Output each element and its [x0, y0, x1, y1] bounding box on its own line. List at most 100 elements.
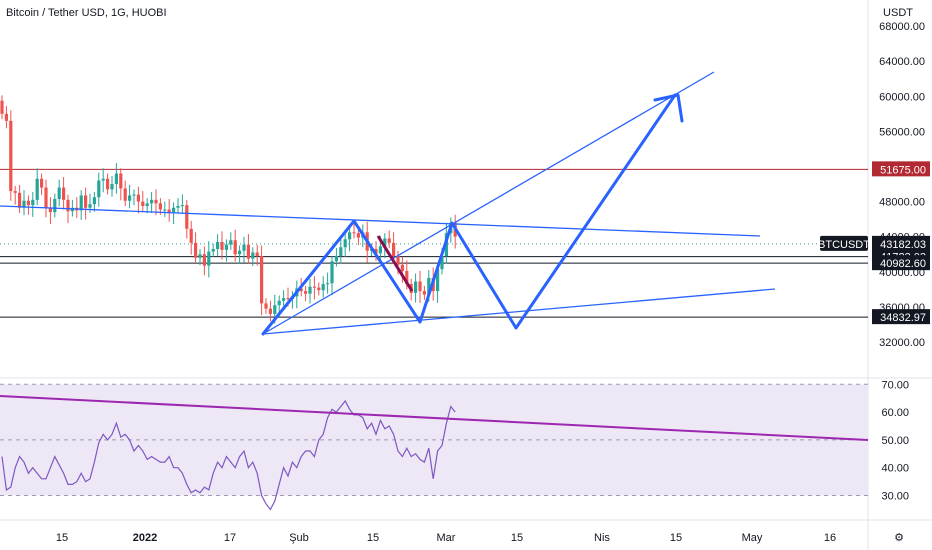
candle-body — [224, 244, 228, 250]
candle-body — [229, 240, 233, 245]
candle-body — [440, 256, 444, 270]
candle-body — [9, 120, 13, 192]
candle-body — [246, 244, 250, 259]
time-tick-label: 15 — [670, 532, 682, 544]
time-tick-label: 15 — [56, 532, 68, 544]
candle-body — [136, 194, 140, 202]
candle-body — [326, 283, 330, 285]
candle-body — [119, 173, 123, 189]
settings-icon: ⚙ — [894, 532, 904, 544]
symbol-tag-bg — [820, 235, 868, 251]
rsi-tick-label: 70.00 — [881, 379, 909, 391]
candle-body — [150, 199, 154, 204]
time-tick-label: Mar — [437, 532, 456, 544]
candle-body — [53, 198, 57, 213]
candle-body — [62, 187, 66, 200]
candle-body — [88, 204, 92, 208]
candle-body — [13, 191, 17, 193]
candle-body — [330, 261, 334, 284]
candle-body — [418, 281, 422, 292]
ascending-support-trendline — [262, 288, 776, 335]
candle-body — [251, 252, 255, 259]
candle-body — [110, 184, 114, 190]
candle-body — [114, 173, 118, 185]
candle-body — [101, 178, 105, 181]
candle-body — [132, 194, 136, 196]
candle-body — [176, 205, 180, 208]
candle-body — [180, 205, 184, 207]
candle-body — [26, 200, 30, 206]
candle-body — [277, 300, 281, 306]
rsi-trendline — [0, 395, 869, 441]
candle-body — [312, 286, 316, 288]
candle-body — [220, 241, 224, 250]
price-tag-bg — [872, 161, 930, 177]
candle-body — [255, 252, 259, 257]
candle-body — [158, 203, 162, 210]
candle-body — [106, 178, 110, 190]
candle-body — [18, 192, 22, 208]
candle-body — [308, 286, 312, 294]
price-tick-label: 56000.00 — [879, 126, 925, 138]
candle-body — [242, 244, 246, 251]
candle-body — [260, 256, 264, 304]
candle-body — [194, 242, 198, 258]
rsi-line — [1, 399, 456, 511]
candle-body — [339, 247, 343, 257]
candle-body — [198, 254, 202, 258]
candle-body — [304, 291, 308, 294]
candle-body — [264, 303, 268, 309]
candle-body — [282, 298, 286, 301]
rsi-tick-label: 60.00 — [881, 407, 909, 419]
price-tag-label: 34832.97 — [880, 312, 926, 324]
price-tick-label: 68000.00 — [879, 21, 925, 33]
candle-body — [211, 248, 215, 252]
time-tick-label: 2022 — [133, 532, 157, 544]
price-unit-label: USDT — [883, 7, 913, 19]
price-tag-label: 40982.60 — [880, 258, 926, 270]
projected-path — [261, 93, 677, 336]
candle-body — [348, 232, 352, 240]
price-tick-label: 32000.00 — [879, 337, 925, 349]
candle-body — [123, 188, 127, 201]
candle-body — [145, 203, 149, 206]
candle-body — [207, 251, 211, 266]
candle-body — [92, 197, 96, 205]
candle-body — [378, 246, 382, 254]
candle-body — [0, 100, 4, 114]
rsi-tick-label: 40.00 — [881, 463, 909, 475]
candle-body — [427, 277, 431, 295]
price-tick-label: 64000.00 — [879, 56, 925, 68]
candle-body — [154, 199, 158, 204]
candle-body — [422, 291, 426, 295]
candle-body — [141, 201, 145, 206]
candle-body — [22, 200, 26, 208]
candle-body — [216, 241, 220, 249]
candle-body — [396, 256, 400, 265]
channel-trendline — [262, 71, 715, 335]
candle-body — [44, 187, 48, 208]
candle-body — [57, 187, 61, 199]
rsi-tick-label: 50.00 — [881, 435, 909, 447]
time-tick-label: Nis — [594, 532, 610, 544]
candle-body — [286, 298, 290, 300]
price-tag-bg — [872, 309, 930, 325]
last-price-tag-value: 43182.03 — [880, 239, 926, 251]
candle-body — [343, 239, 347, 248]
price-tag-label: 51675.00 — [880, 164, 926, 176]
candle-body — [299, 288, 303, 292]
symbol-tag-label: BTCUSDT — [818, 239, 870, 251]
chart-title: Bitcoin / Tether USD, 1G, HUOBI — [6, 7, 167, 19]
time-tick-label: Şub — [289, 532, 309, 544]
candle-body — [352, 232, 356, 234]
candle-body — [317, 287, 321, 291]
candle-body — [202, 254, 206, 266]
candle-body — [238, 250, 242, 255]
time-tick-label: May — [742, 532, 763, 544]
candle-body — [334, 256, 338, 262]
descending-trendline — [0, 205, 761, 237]
candle-body — [172, 207, 176, 213]
candle-body — [392, 242, 396, 257]
candle-body — [356, 233, 360, 238]
